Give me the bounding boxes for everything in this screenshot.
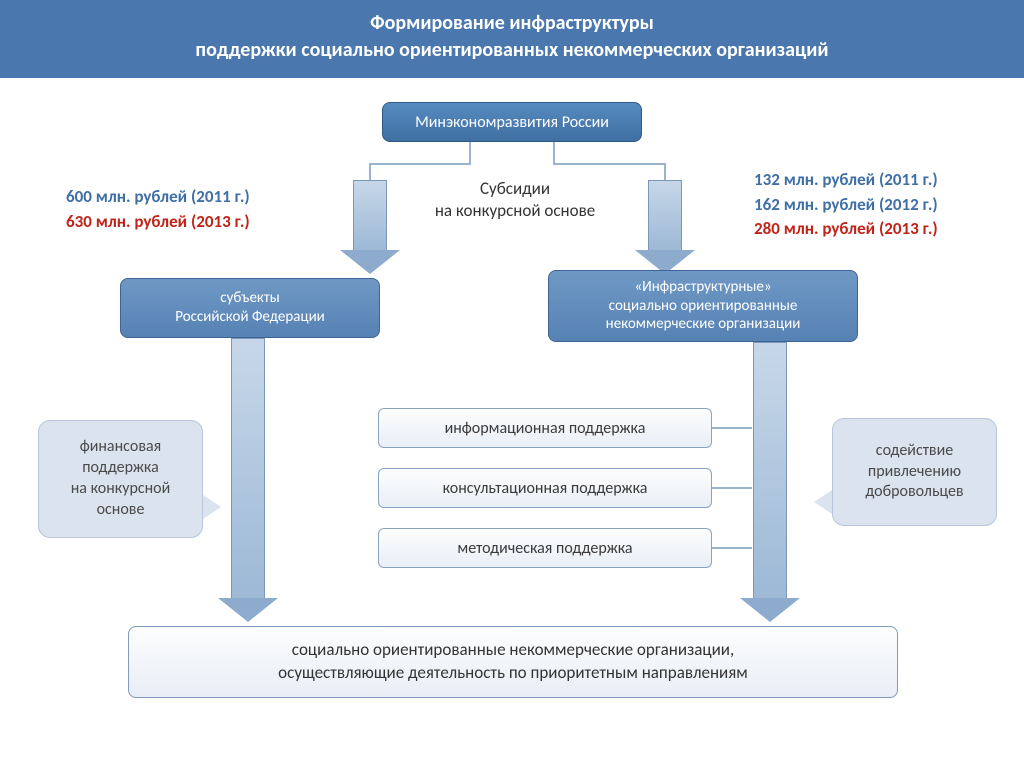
subsidy-label: Субсидии на конкурсной основе [420,178,610,222]
node-top-label: Минэкономразвития России [415,113,609,132]
node-top-ministry: Минэкономразвития России [382,102,642,142]
support-consult-label: консультационная поддержка [443,479,648,498]
support-method: методическая поддержка [378,528,712,568]
callout-volunteer: содействие привлечению добровольцев [832,418,997,526]
callout-finance: финансовая поддержка на конкурсной основ… [38,420,203,538]
arrow-right-to-bottom [740,342,800,622]
callout-finance-l2: поддержка [71,458,171,479]
callout-volunteer-l3: добровольцев [865,482,963,503]
node-bottom-l2: осуществляющие деятельность по приоритет… [278,662,748,685]
arrow-left-to-bottom [218,338,278,622]
amount-right-1: 162 млн. рублей (2012 г.) [754,193,938,218]
node-infra-l1: «Инфраструктурные» [634,278,771,297]
node-bottom-so-nko: социально ориентированные некоммерческие… [128,626,898,698]
subsidy-l2: на конкурсной основе [420,200,610,222]
support-method-label: методическая поддержка [457,539,632,558]
amount-right-2: 280 млн. рублей (2013 г.) [754,217,938,242]
amount-left-0: 600 млн. рублей (2011 г.) [66,185,250,210]
arrow-top-to-right [635,180,695,274]
callout-volunteer-l2: привлечению [865,462,963,483]
amount-right-0: 132 млн. рублей (2011 г.) [754,168,938,193]
node-infra-l3: некоммерческие организации [606,315,801,334]
node-infra-l2: социально ориентированные [609,297,798,316]
node-subjects-l2: Российской Федерации [175,308,325,327]
subsidy-l1: Субсидии [420,178,610,200]
node-subjects-rf: субъекты Российской Федерации [120,278,380,338]
amounts-left: 600 млн. рублей (2011 г.) 630 млн. рубле… [66,185,250,234]
amounts-right: 132 млн. рублей (2011 г.) 162 млн. рубле… [754,168,938,242]
header-line1: Формирование инфраструктуры [20,10,1004,37]
callout-finance-wedge [203,495,221,519]
support-info: информационная поддержка [378,408,712,448]
page-header: Формирование инфраструктуры поддержки со… [0,0,1024,78]
callout-volunteer-l1: содействие [865,441,963,462]
node-subjects-l1: субъекты [220,289,279,308]
amount-left-1: 630 млн. рублей (2013 г.) [66,210,250,235]
support-info-label: информационная поддержка [445,419,646,438]
node-infra-nko: «Инфраструктурные» социально ориентирова… [548,270,858,342]
callout-finance-l3: на конкурсной [71,479,171,500]
callout-finance-l4: основе [71,500,171,521]
header-line2: поддержки социально ориентированных неко… [20,37,1004,64]
support-consult: консультационная поддержка [378,468,712,508]
node-bottom-l1: социально ориентированные некоммерческие… [292,639,734,662]
arrow-top-to-left [340,180,400,274]
callout-finance-l1: финансовая [71,437,171,458]
callout-volunteer-wedge [814,490,832,514]
